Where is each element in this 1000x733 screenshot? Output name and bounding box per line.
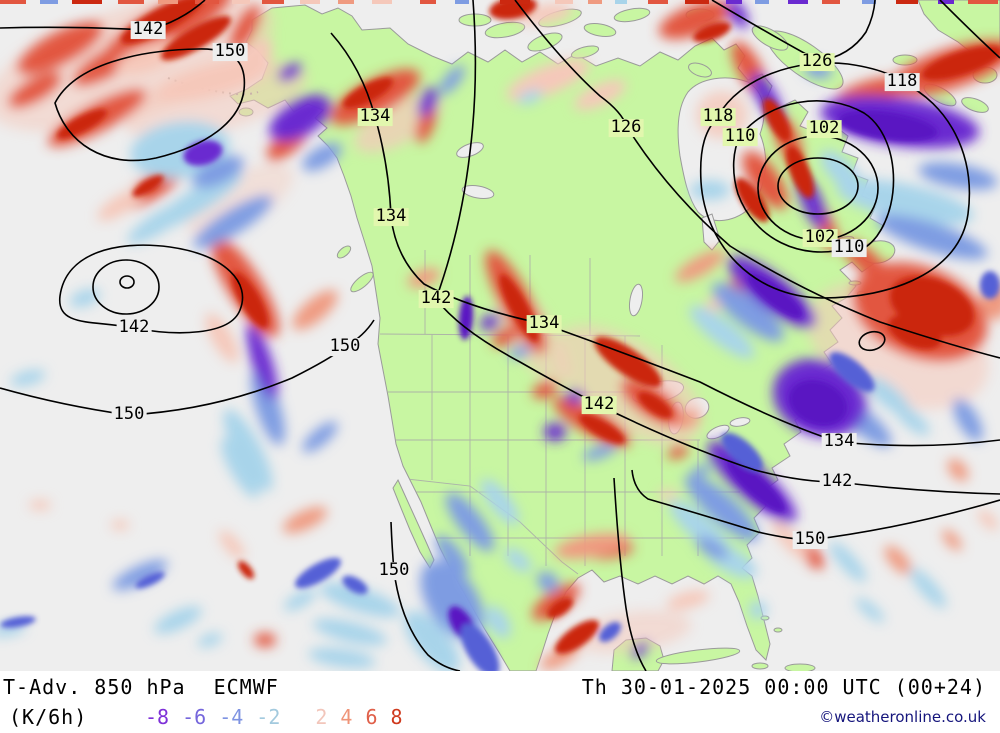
footer-bar: T-Adv. 850 hPa ECMWF (K/6h) -8 -6 -4 -2 2 4 6 8 … <box>0 671 1000 733</box>
lake-ontario <box>729 417 751 427</box>
contour-label: 150 <box>212 41 248 62</box>
contour-labels: 142 150 134 134 126 118 110 102 126 118 102 110 142 1… <box>111 19 920 581</box>
contour-label: 134 <box>526 313 562 334</box>
us-mexico-border <box>397 477 579 575</box>
contour-label: 142 <box>418 288 454 309</box>
contour-label: 134 <box>373 206 409 227</box>
contour-label: 118 <box>700 106 736 127</box>
cuba <box>655 647 741 665</box>
map-graphic <box>0 0 1000 671</box>
contour-label: 142 <box>581 394 617 415</box>
contour-label: 110 <box>831 237 867 258</box>
legend-value: -6 <box>182 705 207 729</box>
contour-label: 150 <box>376 560 412 581</box>
contour-118-loop <box>699 62 971 299</box>
map-canvas: 142 150 134 134 126 118 110 102 126 118 102 110 142 1… <box>0 0 1000 671</box>
contour-label: 134 <box>357 106 393 127</box>
contour-inner-low <box>777 157 859 215</box>
lake-erie <box>706 424 730 440</box>
contour-label: 150 <box>111 404 147 425</box>
contour-label: 150 <box>792 529 828 550</box>
legend-value: 8 <box>390 705 403 729</box>
vancouver-island <box>350 271 374 293</box>
legend-value: 6 <box>365 705 378 729</box>
contour-150-atlantic <box>631 469 1000 541</box>
timestamp: Th 30-01-2025 00:00 UTC (00+24) <box>581 675 986 699</box>
map-title: T-Adv. 850 hPa ECMWF <box>3 675 279 699</box>
contour-110-loop <box>732 100 895 253</box>
contour-label: 142 <box>819 471 855 492</box>
contour-label: 102 <box>806 118 842 139</box>
legend-value: 4 <box>340 705 353 729</box>
contour-label: 118 <box>884 71 920 92</box>
contour-150-texas <box>613 477 647 671</box>
contour-126-sweep <box>514 0 1000 359</box>
contour-label: 126 <box>608 117 644 138</box>
contour-pacific-center <box>119 275 135 289</box>
model-label: ECMWF <box>213 675 279 699</box>
contour-pacific-inner <box>92 259 160 315</box>
contour-label: 110 <box>722 126 758 147</box>
unit-label: (K/6h) <box>9 705 88 729</box>
contour-label: 134 <box>821 431 857 452</box>
legend-value: -4 <box>219 705 244 729</box>
legend-value: -8 <box>145 705 170 729</box>
contour-ne-corner <box>939 0 1000 59</box>
contour-142-pacific-loop <box>59 244 244 334</box>
legend-value: 2 <box>315 705 328 729</box>
contour-label: 142 <box>130 19 166 40</box>
contour-small-loop-maritimes <box>858 330 886 352</box>
legend-value: -2 <box>256 705 281 729</box>
contour-150-nw-loop <box>54 48 246 162</box>
parameter-label: T-Adv. 850 hPa <box>3 675 186 699</box>
legend-values: -8 -6 -4 -2 2 4 6 8 <box>145 705 416 729</box>
contour-label: 142 <box>116 317 152 338</box>
top-edge-data-strip <box>0 0 998 4</box>
contour-label: 150 <box>327 336 363 357</box>
contour-label: 126 <box>799 51 835 72</box>
contour-label: 102 <box>802 227 838 248</box>
copyright-link[interactable]: ©weatheronline.co.uk <box>819 708 986 726</box>
contour-150-mexico <box>390 521 461 671</box>
